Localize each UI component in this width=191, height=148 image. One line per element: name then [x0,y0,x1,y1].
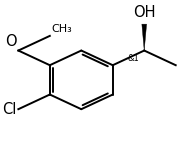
Text: Cl: Cl [2,102,17,117]
Text: &1: &1 [128,54,140,63]
Text: CH₃: CH₃ [52,24,72,34]
Polygon shape [142,24,147,51]
Text: O: O [5,34,17,49]
Text: OH: OH [133,5,155,20]
